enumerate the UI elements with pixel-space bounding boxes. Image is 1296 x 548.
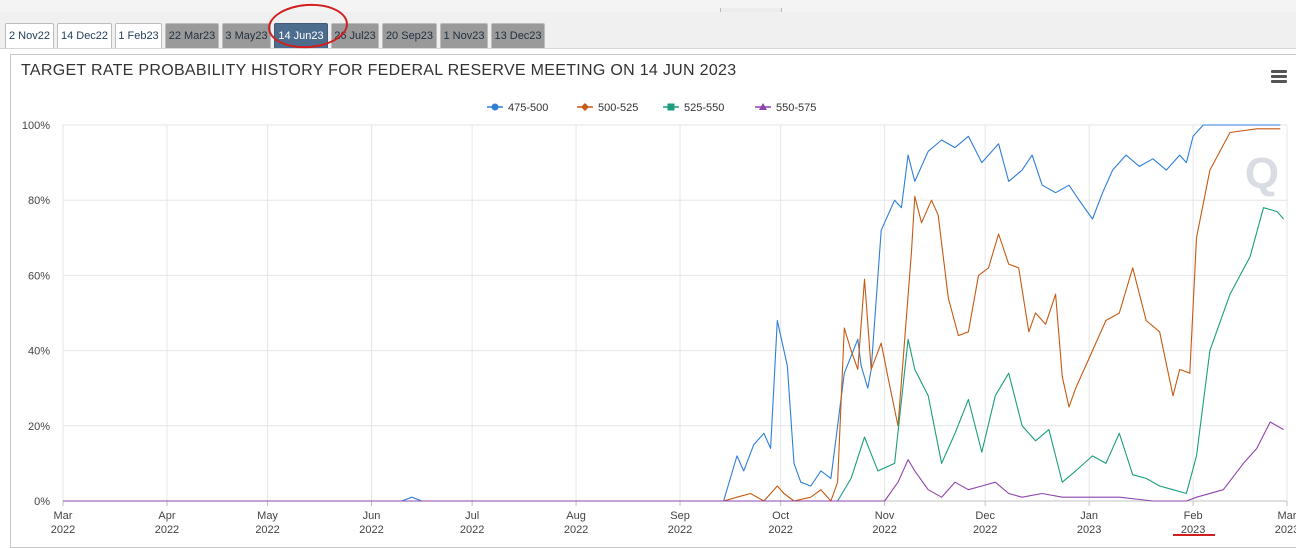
y-tick-label: 0% (34, 496, 50, 508)
x-tick-year-label: 2022 (255, 524, 279, 536)
annotation-underline-feb-2023 (1173, 534, 1215, 536)
525-550-square-icon (667, 103, 675, 111)
x-tick-year-label: 2022 (155, 524, 179, 536)
x-tick-month-label: Apr (158, 510, 175, 522)
legend-label[interactable]: 475-500 (508, 102, 548, 114)
tab-2-nov22[interactable]: 2 Nov22 (5, 23, 54, 48)
x-tick-month-label: Sep (670, 510, 690, 522)
tab-13-dec23[interactable]: 13 Dec23 (491, 23, 545, 48)
tab-26-jul23[interactable]: 26 Jul23 (331, 23, 379, 48)
y-tick-label: 60% (28, 270, 50, 282)
legend-label[interactable]: 500-525 (598, 102, 638, 114)
x-tick-year-label: 2023 (1077, 524, 1101, 536)
x-tick-year-label: 2022 (460, 524, 484, 536)
hamburger-menu-icon[interactable] (1271, 70, 1287, 84)
x-tick-year-label: 2022 (872, 524, 896, 536)
tab-14-dec22[interactable]: 14 Dec22 (57, 23, 112, 48)
500-525-diamond-icon (581, 103, 589, 111)
x-tick-year-label: 2022 (564, 524, 588, 536)
x-tick-month-label: Nov (875, 510, 895, 522)
series-line-525-550 (63, 207, 1285, 502)
x-tick-month-label: Jul (465, 510, 479, 522)
watermark-logo-text: Q (1245, 149, 1279, 198)
x-tick-year-label: 2023 (1275, 524, 1296, 536)
475-500-circle-icon (491, 103, 499, 111)
chart-title: TARGET RATE PROBABILITY HISTORY FOR FEDE… (21, 62, 737, 79)
tab-14-jun23[interactable]: 14 Jun23 (274, 23, 328, 48)
tab-1-feb23[interactable]: 1 Feb23 (115, 23, 162, 48)
tab-1-nov23[interactable]: 1 Nov23 (440, 23, 488, 48)
tab-22-mar23[interactable]: 22 Mar23 (165, 23, 219, 48)
series-line-500-525 (63, 128, 1281, 502)
meeting-tab-bar: 2 Nov22 14 Dec22 1 Feb23 22 Mar23 3 May23 14 … (0, 12, 1296, 49)
x-tick-year-label: 2022 (51, 524, 75, 536)
x-tick-year-label: 2022 (768, 524, 792, 536)
x-tick-month-label: Feb (1184, 510, 1203, 522)
tab-3-may23[interactable]: 3 May23 (222, 23, 271, 48)
series-line-475-500 (63, 124, 1281, 502)
x-tick-year-label: 2022 (359, 524, 383, 536)
x-tick-year-label: 2022 (973, 524, 997, 536)
x-tick-month-label: Aug (566, 510, 586, 522)
y-tick-label: 40% (28, 346, 50, 358)
x-tick-month-label: Jun (363, 510, 381, 522)
x-tick-month-label: May (257, 510, 278, 522)
x-tick-month-label: Mar (1278, 510, 1296, 522)
x-tick-month-label: Oct (772, 510, 789, 522)
y-tick-label: 20% (28, 421, 50, 433)
x-tick-month-label: Dec (975, 510, 995, 522)
series-line-550-575 (63, 421, 1284, 502)
x-tick-year-label: 2022 (668, 524, 692, 536)
tab-20-sep23[interactable]: 20 Sep23 (382, 23, 437, 48)
y-tick-label: 80% (28, 195, 50, 207)
legend-label[interactable]: 525-550 (684, 102, 724, 114)
y-tick-label: 100% (22, 120, 50, 132)
window-top-strip (0, 0, 1296, 12)
legend-label[interactable]: 550-575 (776, 102, 816, 114)
x-tick-month-label: Mar (54, 510, 73, 522)
x-tick-year-label: 2023 (1181, 524, 1205, 536)
x-tick-month-label: Jan (1080, 510, 1098, 522)
550-575-triangle-icon (759, 103, 767, 110)
